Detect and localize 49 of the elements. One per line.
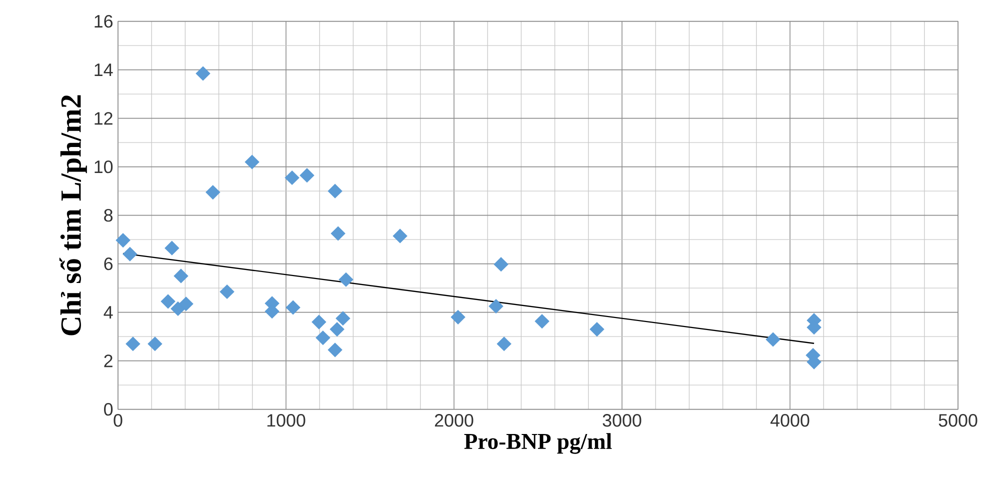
point [392, 228, 408, 244]
y-tick-label: 6 [104, 257, 113, 270]
y-tick-label: 2 [104, 354, 112, 368]
point [494, 257, 508, 272]
y-tick-label: 0 [104, 402, 113, 416]
point [328, 184, 342, 198]
point [496, 336, 512, 352]
point [116, 233, 130, 248]
x-tick-label: 4000 [770, 414, 810, 427]
point [328, 342, 342, 358]
y-tick-label: 16 [94, 14, 113, 28]
y-tick-label: 10 [94, 160, 113, 174]
point [286, 300, 300, 315]
point [148, 336, 162, 352]
point [330, 322, 344, 336]
point [338, 272, 354, 287]
point [766, 332, 780, 347]
x-tick-label: 5000 [938, 414, 978, 427]
x-tick-label: 2000 [434, 414, 474, 427]
x-tick-label: 1000 [267, 414, 306, 427]
point [170, 302, 186, 316]
point [122, 246, 138, 262]
point [164, 240, 180, 256]
point [534, 314, 550, 328]
x-axis-title: Pro-BNP pg/ml [464, 433, 612, 454]
point [590, 322, 604, 336]
point [206, 185, 220, 200]
point [244, 154, 260, 170]
x-tick-label: 0 [114, 414, 122, 427]
y-tick-label: 8 [104, 208, 113, 222]
y-tick-label: 4 [104, 306, 113, 318]
point [336, 311, 350, 326]
y-tick-label: 14 [94, 64, 113, 76]
point [312, 314, 326, 330]
point [300, 168, 314, 182]
point [196, 66, 210, 81]
point [450, 310, 466, 324]
point [488, 299, 504, 314]
y-tick-label: 12 [94, 112, 112, 125]
point [330, 226, 346, 241]
point [160, 294, 176, 309]
y-axis-title: Chỉ số tim L/ph/m2 [59, 95, 87, 336]
x-tick-label: 3000 [602, 414, 642, 427]
point [174, 268, 188, 284]
point [126, 336, 140, 352]
point [316, 330, 330, 345]
point [220, 284, 234, 299]
point [284, 170, 300, 185]
point [178, 296, 194, 312]
